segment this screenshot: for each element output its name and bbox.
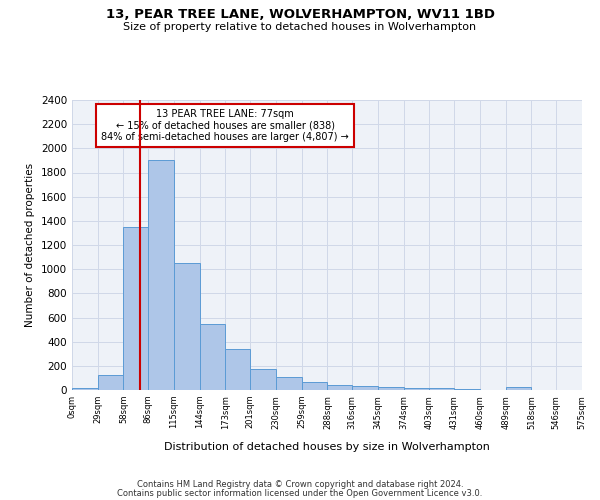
Y-axis label: Number of detached properties: Number of detached properties (25, 163, 35, 327)
Bar (302, 382, 328, 390)
Text: Size of property relative to detached houses in Wolverhampton: Size of property relative to detached ho… (124, 22, 476, 32)
Bar (226, 349, 250, 390)
Text: 13 PEAR TREE LANE: 77sqm
← 15% of detached houses are smaller (838)
84% of semi-: 13 PEAR TREE LANE: 77sqm ← 15% of detach… (101, 108, 349, 142)
Text: Distribution of detached houses by size in Wolverhampton: Distribution of detached houses by size … (164, 442, 490, 452)
Bar (72, 388, 98, 390)
Bar (174, 263, 200, 390)
Bar (506, 387, 532, 390)
Bar (430, 388, 454, 390)
Text: Contains HM Land Registry data © Crown copyright and database right 2024.: Contains HM Land Registry data © Crown c… (137, 480, 463, 489)
Bar (276, 376, 302, 390)
Bar (352, 386, 378, 390)
Bar (378, 387, 404, 390)
Bar (328, 385, 352, 390)
Bar (124, 227, 148, 390)
Bar (200, 324, 226, 390)
Bar (250, 370, 276, 390)
Bar (404, 388, 430, 390)
Text: 13, PEAR TREE LANE, WOLVERHAMPTON, WV11 1BD: 13, PEAR TREE LANE, WOLVERHAMPTON, WV11 … (106, 8, 494, 20)
Bar (98, 375, 124, 390)
Text: Contains public sector information licensed under the Open Government Licence v3: Contains public sector information licen… (118, 489, 482, 498)
Bar (148, 160, 174, 390)
